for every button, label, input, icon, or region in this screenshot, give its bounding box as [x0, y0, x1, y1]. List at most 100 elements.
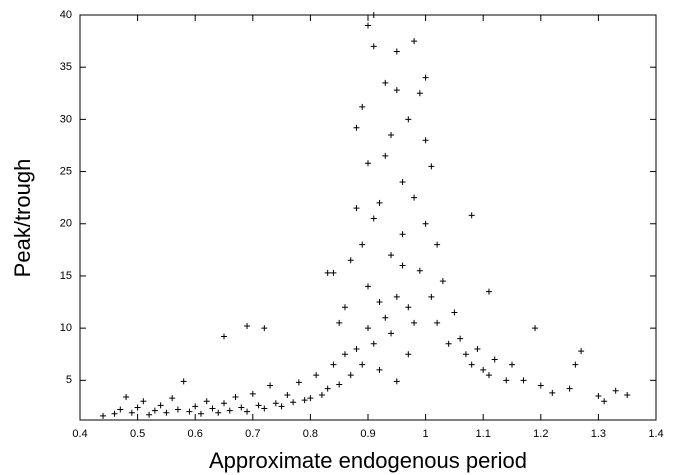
- point: [376, 366, 383, 373]
- y-tick-label: 35: [60, 61, 72, 73]
- y-tick-label: 30: [60, 113, 72, 125]
- point: [428, 163, 435, 170]
- point: [422, 220, 429, 227]
- point: [359, 361, 366, 368]
- point: [221, 333, 227, 340]
- y-tick-label: 20: [60, 218, 72, 230]
- point: [393, 293, 400, 300]
- point: [318, 391, 325, 398]
- point: [330, 269, 337, 276]
- point: [422, 74, 429, 81]
- point: [111, 410, 118, 417]
- point: [509, 361, 515, 368]
- point: [336, 381, 343, 388]
- x-tick-label: 0.6: [188, 428, 203, 440]
- point: [480, 366, 487, 373]
- point: [261, 325, 268, 332]
- y-tick-label: 25: [60, 165, 72, 177]
- point: [376, 299, 383, 306]
- point: [203, 398, 210, 405]
- point: [226, 407, 233, 414]
- point: [353, 124, 360, 131]
- point: [566, 385, 573, 392]
- point: [411, 38, 418, 45]
- y-tick-label: 15: [60, 270, 72, 282]
- point: [388, 252, 395, 259]
- point: [537, 382, 544, 389]
- y-tick-label: 10: [60, 322, 72, 334]
- point: [215, 409, 222, 416]
- point: [232, 394, 239, 401]
- point: [324, 385, 331, 392]
- point: [503, 377, 510, 384]
- point: [192, 403, 199, 410]
- point: [341, 351, 348, 358]
- point: [405, 116, 412, 123]
- point: [382, 314, 389, 321]
- point: [117, 406, 124, 413]
- point: [313, 372, 320, 379]
- point: [249, 390, 256, 397]
- x-tick-label: 1.1: [476, 428, 491, 440]
- point: [123, 394, 130, 401]
- point: [174, 406, 181, 413]
- point: [255, 402, 262, 409]
- point: [370, 215, 377, 222]
- point: [186, 408, 193, 415]
- x-tick-label: 0.8: [303, 428, 318, 440]
- x-tick-label: 1.3: [591, 428, 606, 440]
- point: [439, 278, 446, 285]
- y-tick-label: 40: [60, 9, 72, 21]
- plot-frame: [79, 14, 657, 421]
- point: [128, 409, 135, 416]
- point: [393, 378, 400, 385]
- point: [221, 400, 227, 407]
- point: [393, 48, 400, 55]
- point: [428, 293, 435, 300]
- point: [445, 340, 452, 347]
- point: [399, 231, 406, 238]
- point: [393, 87, 400, 94]
- point: [146, 411, 153, 418]
- point: [336, 319, 343, 326]
- point: [272, 400, 279, 407]
- point: [370, 43, 377, 50]
- point: [485, 288, 492, 295]
- point: [434, 241, 441, 248]
- point: [411, 194, 418, 201]
- point: [238, 404, 245, 411]
- point: [468, 361, 475, 368]
- point: [353, 346, 360, 353]
- x-tick-label: 0.4: [72, 428, 87, 440]
- point: [359, 241, 366, 248]
- point: [370, 340, 377, 347]
- point: [532, 325, 539, 332]
- x-tick-label: 1.2: [533, 428, 548, 440]
- point: [209, 405, 216, 412]
- point: [457, 335, 464, 342]
- point: [624, 391, 631, 398]
- y-axis-label: Peak/trough: [10, 159, 35, 278]
- point: [197, 410, 204, 417]
- point: [411, 319, 418, 326]
- point: [376, 199, 383, 206]
- point: [134, 404, 141, 411]
- point: [370, 12, 377, 18]
- point: [307, 395, 314, 402]
- point: [405, 304, 412, 311]
- point: [388, 330, 395, 337]
- point: [468, 212, 475, 219]
- point: [347, 257, 354, 264]
- point: [549, 389, 556, 396]
- x-tick-label: 0.7: [245, 428, 260, 440]
- point: [485, 372, 492, 379]
- x-tick-label: 0.5: [130, 428, 145, 440]
- point: [462, 351, 469, 358]
- x-tick-label: 0.9: [360, 428, 375, 440]
- point: [491, 356, 498, 363]
- point: [301, 397, 308, 404]
- point: [388, 132, 395, 139]
- point: [180, 378, 187, 385]
- point: [330, 361, 337, 368]
- point: [341, 304, 348, 311]
